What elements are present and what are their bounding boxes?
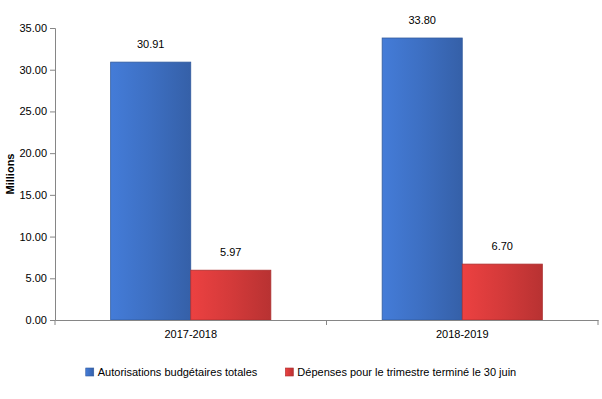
y-tick-label: 0.00 (26, 314, 47, 326)
legend-label: Autorisations budgétaires totales (98, 366, 258, 378)
y-tick-label: 30.00 (19, 64, 47, 76)
legend: Autorisations budgétaires totales Dépense… (86, 366, 517, 378)
x-tick-label: 2018-2019 (436, 328, 489, 340)
y-tick-mark (50, 28, 55, 29)
data-label: 33.80 (408, 14, 436, 26)
y-tick-mark (50, 153, 55, 154)
legend-swatch (285, 368, 293, 376)
y-tick-label: 25.00 (19, 105, 47, 117)
x-separator (326, 320, 327, 325)
y-tick: 20.00 (19, 147, 55, 159)
legend-swatch (86, 368, 94, 376)
y-tick-label: 15.00 (19, 189, 47, 201)
bars (111, 38, 543, 320)
y-axis-title: Millions (4, 154, 16, 195)
y-tick: 30.00 (19, 64, 55, 76)
x-axis: 2017-2018 2018-2019 (56, 320, 599, 340)
y-tick-mark (50, 111, 55, 112)
x-separator (598, 320, 599, 325)
y-tick-mark (50, 195, 55, 196)
x-separators (55, 320, 598, 325)
y-tick: 15.00 (19, 189, 55, 201)
x-separator (55, 320, 56, 325)
y-tick: 25.00 (19, 105, 55, 117)
data-label: 5.97 (220, 246, 241, 258)
data-label: 6.70 (492, 240, 513, 252)
plot-area: 0.00 5.00 10.00 15.00 20.00 25.00 30.00 35.00 20… (19, 14, 598, 340)
y-tick-label: 10.00 (19, 231, 47, 243)
y-tick-label: 35.00 (19, 22, 47, 34)
legend-label: Dépenses pour le trimestre terminé le 30… (297, 366, 516, 378)
data-labels: 30.91 33.80 5.97 6.70 (137, 14, 513, 258)
legend-item: Autorisations budgétaires totales (86, 366, 258, 378)
chart-svg: 0.00 5.00 10.00 15.00 20.00 25.00 30.00 35.00 20… (0, 0, 602, 399)
y-tick: 35.00 (19, 22, 55, 34)
y-tick: 0.00 (26, 314, 55, 326)
legend-item: Dépenses pour le trimestre terminé le 30… (285, 366, 516, 378)
y-tick-mark (50, 320, 55, 321)
x-tick: 2017-2018 (164, 320, 217, 340)
bar (111, 62, 191, 320)
bar (191, 270, 271, 320)
y-tick-mark (50, 70, 55, 71)
x-tick: 2018-2019 (436, 320, 489, 340)
y-tick-label: 20.00 (19, 147, 47, 159)
y-tick-mark (50, 237, 55, 238)
bar (462, 264, 542, 320)
y-axis-line (50, 29, 56, 321)
x-tick-label: 2017-2018 (164, 328, 217, 340)
y-tick: 10.00 (19, 231, 55, 243)
y-tick-mark (50, 278, 55, 279)
bar (382, 38, 462, 320)
y-axis: 0.00 5.00 10.00 15.00 20.00 25.00 30.00 35.00 (19, 22, 55, 326)
y-tick-label: 5.00 (26, 272, 47, 284)
y-tick: 5.00 (26, 272, 55, 284)
data-label: 30.91 (137, 38, 165, 50)
